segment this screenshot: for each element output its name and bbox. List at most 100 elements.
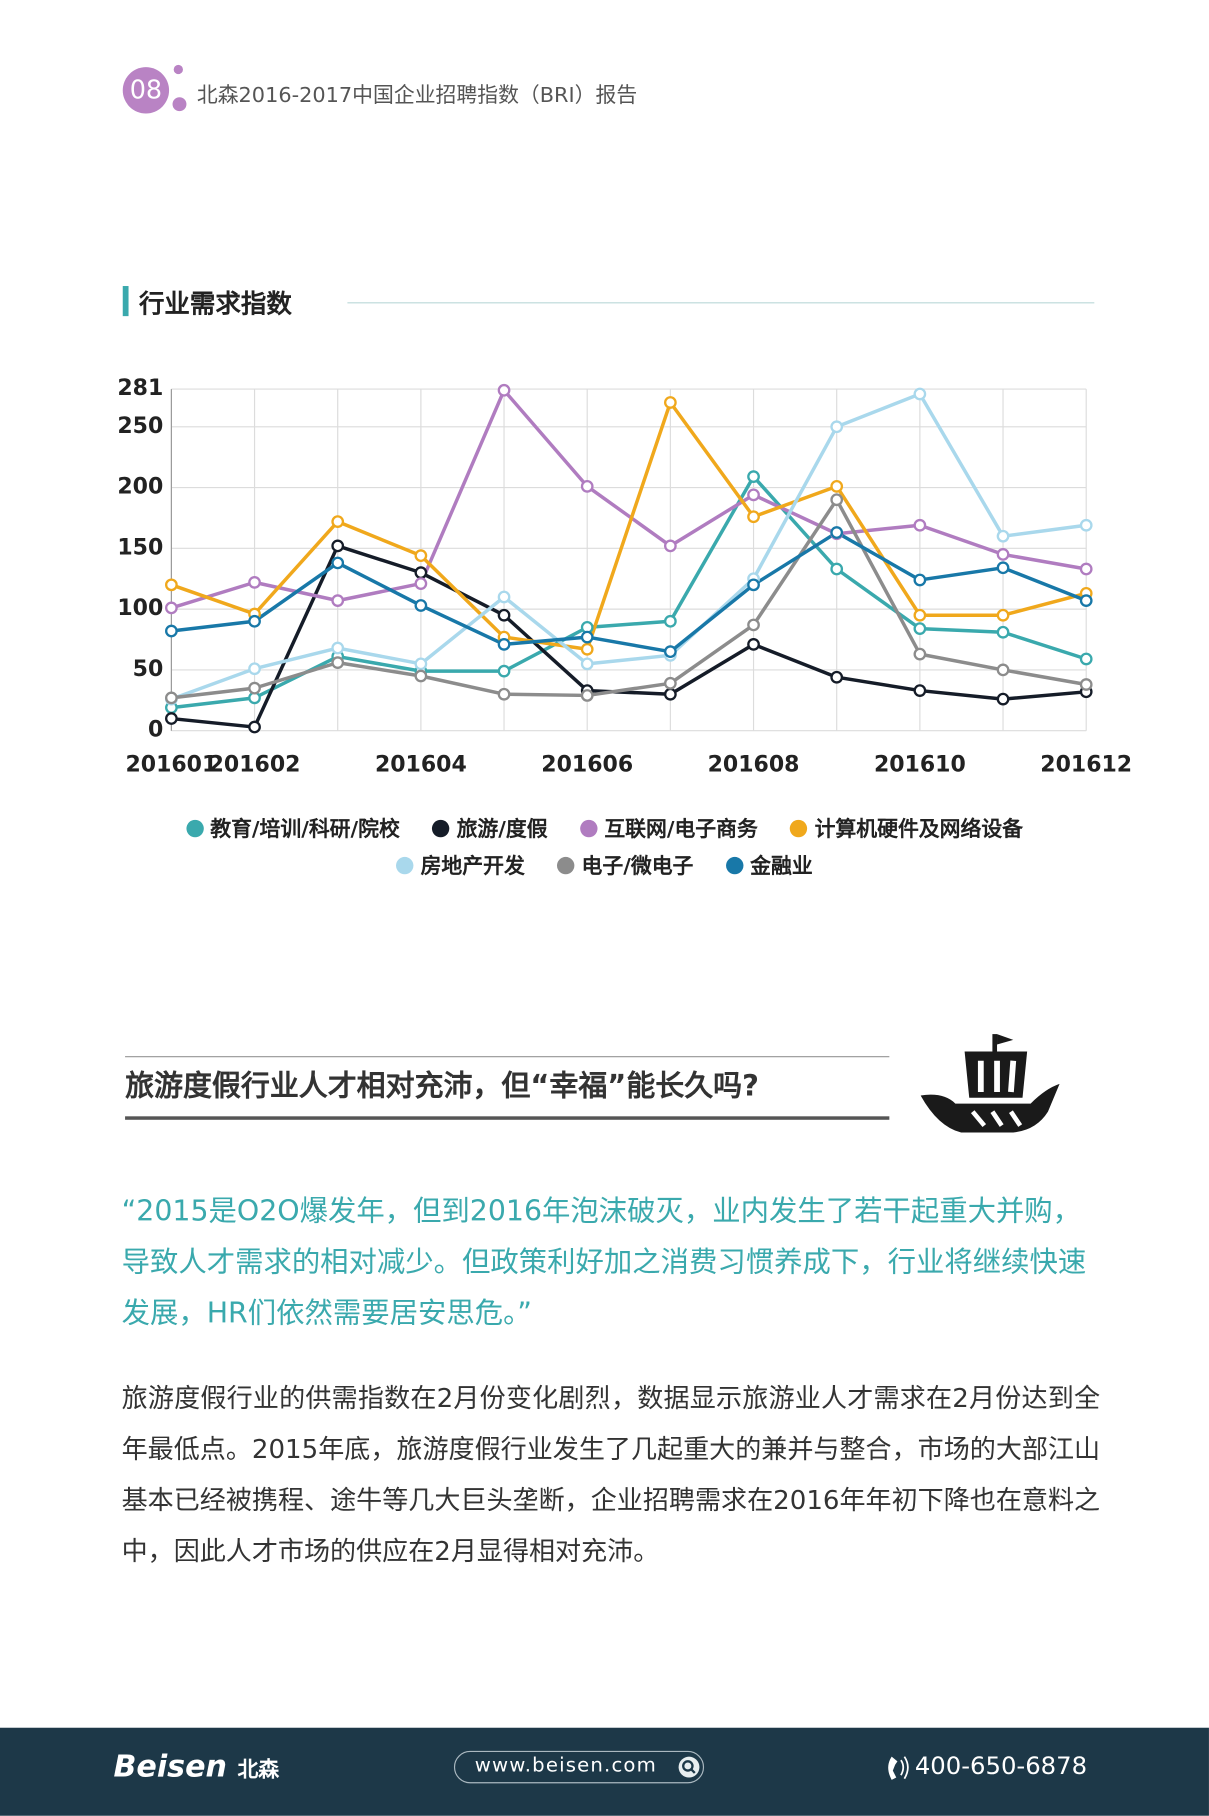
- section-rule: [347, 302, 1095, 304]
- data-point: [414, 577, 428, 590]
- legend-label: 金融业: [750, 854, 813, 879]
- data-point: [996, 548, 1010, 561]
- data-point: [913, 647, 927, 661]
- data-point: [1079, 594, 1093, 607]
- section-marker: [122, 286, 129, 317]
- heading-rule-top: [125, 1056, 890, 1058]
- series-line: [170, 400, 1087, 651]
- data-point: [830, 526, 844, 539]
- data-point: [165, 578, 178, 592]
- data-point: [996, 561, 1010, 575]
- y-tick-label: 281: [117, 376, 163, 401]
- x-tick-label: 201606: [541, 752, 633, 777]
- data-point: [414, 566, 428, 580]
- data-point: [331, 594, 345, 607]
- series-line: [171, 530, 1087, 654]
- legend-item: 互联网/电子商务: [579, 813, 758, 843]
- data-point: [1079, 678, 1093, 691]
- legend-swatch: [432, 819, 450, 837]
- data-point: [248, 720, 261, 734]
- data-point: [331, 656, 345, 669]
- x-tick-label: 201602: [209, 752, 301, 777]
- data-point: [248, 576, 261, 589]
- series-line: [171, 497, 1087, 700]
- footer-brand: Beisen 北森: [113, 1750, 279, 1785]
- data-point: [497, 687, 511, 701]
- data-point: [331, 556, 345, 570]
- data-point: [331, 641, 345, 655]
- data-point: [996, 529, 1010, 543]
- data-point: [913, 608, 927, 622]
- data-point: [165, 691, 178, 705]
- data-point: [664, 539, 677, 553]
- data-point: [248, 614, 261, 628]
- data-point: [414, 549, 428, 563]
- data-point: [747, 488, 760, 502]
- article-quote: “2015是O2O爆发年，但到2016年泡沫破灭，业内发生了若干起重大并购，导致…: [121, 1193, 1087, 1330]
- heading-rule-bottom: [125, 1116, 890, 1120]
- data-point: [913, 518, 927, 532]
- legend-label: 旅游/度假: [456, 817, 548, 842]
- y-tick-label: 50: [133, 657, 164, 682]
- legend-label: 计算机硬件及网络设备: [814, 817, 1024, 842]
- legend-label: 教育/培训/科研/院校: [210, 817, 400, 842]
- y-tick-label: 250: [117, 414, 163, 439]
- data-point: [913, 387, 927, 401]
- legend-row: 房地产开发 电子/微电子 金融业: [0, 850, 1209, 880]
- data-point: [331, 515, 345, 528]
- data-point: [165, 624, 178, 638]
- legend-swatch: [396, 856, 414, 874]
- data-point: [580, 479, 594, 493]
- article-heading: 旅游度假行业人才相对充沛，但“幸福”能长久吗?: [125, 1068, 759, 1103]
- legend-swatch: [185, 819, 204, 837]
- legend-swatch: [557, 856, 575, 874]
- legend-row: 教育/培训/科研/院校 旅游/度假 互联网/电子商务 计算机硬件及网络设备: [0, 813, 1209, 843]
- data-point: [1079, 518, 1093, 532]
- y-tick-label: 0: [148, 718, 163, 743]
- data-point: [830, 420, 844, 434]
- data-point: [913, 622, 927, 635]
- data-point: [580, 630, 594, 644]
- data-point: [331, 539, 345, 553]
- data-point: [165, 601, 178, 615]
- series-line: [171, 544, 1087, 729]
- data-point: [913, 573, 927, 587]
- data-point: [996, 663, 1010, 677]
- legend-item: 旅游/度假: [432, 813, 548, 843]
- data-point: [664, 645, 677, 659]
- data-point: [497, 608, 511, 622]
- article-body: 旅游度假行业的供需指数在2月份变化剧烈，数据显示旅游业人才需求在2月份达到全年最…: [121, 1383, 1101, 1567]
- phone-icon: [888, 1756, 909, 1780]
- legend-item: 电子/微电子: [557, 850, 693, 880]
- legend-label: 房地产开发: [420, 854, 525, 879]
- legend-swatch: [790, 819, 808, 837]
- x-tick-label: 201608: [708, 752, 800, 777]
- data-point: [830, 562, 844, 576]
- legend-item: 金融业: [725, 850, 813, 880]
- data-point: [497, 664, 511, 678]
- y-tick-label: 200: [117, 475, 163, 500]
- website-box[interactable]: [453, 1750, 705, 1784]
- data-point: [747, 618, 760, 632]
- x-tick-label: 201604: [375, 752, 467, 777]
- data-point: [664, 687, 677, 701]
- data-point: [996, 608, 1010, 622]
- x-tick-label: 201612: [1040, 752, 1132, 777]
- data-point: [165, 712, 178, 725]
- footer-website[interactable]: www.beisen.com: [474, 1754, 657, 1778]
- data-point: [747, 510, 760, 524]
- data-point: [497, 590, 511, 604]
- data-point: [664, 614, 677, 628]
- legend-label: 互联网/电子商务: [604, 817, 758, 842]
- page-number: 08: [130, 75, 162, 105]
- data-point: [414, 599, 428, 612]
- data-point: [747, 638, 760, 651]
- brand-cn: 北森: [237, 1757, 280, 1783]
- y-tick-label: 150: [117, 535, 163, 560]
- data-point: [664, 676, 677, 690]
- x-tick-label: 201610: [874, 752, 966, 777]
- data-point: [497, 638, 511, 651]
- data-point: [996, 692, 1010, 706]
